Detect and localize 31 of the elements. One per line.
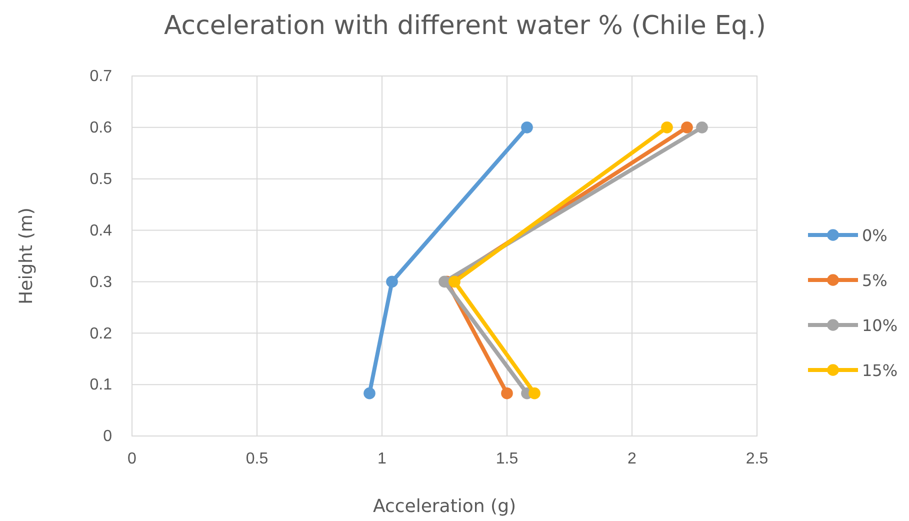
x-tick-label: 0: [128, 450, 137, 468]
legend-label: 0%: [862, 226, 888, 245]
x-tick-label: 2.5: [746, 450, 768, 468]
y-tick-label: 0.6: [90, 120, 112, 137]
point: [661, 122, 673, 134]
point: [528, 387, 540, 400]
point: [364, 387, 376, 400]
y-tick-label: 0.2: [90, 325, 112, 342]
y-tick-label: 0: [103, 428, 112, 446]
legend-label: 10%: [862, 316, 898, 335]
x-tick-label: 1.5: [496, 450, 518, 468]
x-axis-title: Acceleration (g): [372, 496, 516, 517]
chart-title: Acceleration with different water % (Chile Eq.): [164, 11, 766, 41]
point: [438, 276, 450, 288]
point: [386, 276, 398, 288]
y-tick-label: 0.5: [90, 170, 112, 188]
legend-label: 15%: [862, 361, 898, 380]
y-tick-label: 0.3: [90, 274, 112, 291]
y-tick-label: 0.1: [90, 376, 112, 394]
point: [501, 387, 513, 400]
x-tick-label: 0.5: [246, 450, 268, 468]
point: [696, 122, 708, 134]
x-tick-label: 2: [628, 450, 637, 468]
point: [521, 122, 533, 134]
x-tick-label: 1: [378, 450, 387, 468]
y-tick-label: 0.7: [90, 68, 112, 86]
legend-label: 5%: [862, 271, 888, 290]
y-axis-title: Height (m): [16, 208, 37, 304]
y-tick-label: 0.4: [90, 222, 112, 240]
point: [681, 122, 693, 134]
point: [448, 276, 460, 288]
